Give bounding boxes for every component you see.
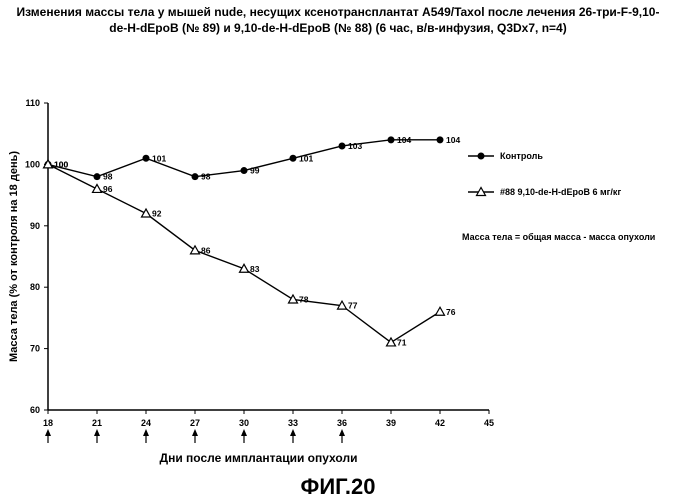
x-tick-label: 21 [92,418,102,428]
data-label: 101 [152,153,166,163]
x-tick-label: 39 [386,418,396,428]
x-tick-label: 36 [337,418,347,428]
series-1-point [436,136,444,144]
series-2-point [42,158,54,169]
y-tick-label: 70 [30,344,40,354]
data-label: 77 [348,301,358,311]
dosing-arrow-head [241,429,247,436]
data-label: 92 [152,209,162,219]
x-tick-label: 45 [484,418,494,428]
series-2-point [287,293,299,304]
x-tick-label: 27 [190,418,200,428]
y-tick-label: 100 [25,159,40,169]
data-label: 103 [348,141,362,151]
legend-marker-treated [475,186,487,197]
y-tick-label: 90 [30,221,40,231]
data-label: 99 [250,166,260,176]
data-label: 96 [103,184,113,194]
x-tick-label: 33 [288,418,298,428]
series-1-point [93,173,101,181]
x-axis-title: Дни после имплантации опухоли [160,451,358,465]
data-label: 101 [299,153,313,163]
data-label: 98 [201,172,211,182]
data-label: 104 [397,135,411,145]
chart-title: Изменения массы тела у мышей nude, несущ… [10,4,666,36]
series-1-point [289,154,297,162]
x-tick-label: 30 [239,418,249,428]
x-tick-label: 18 [43,418,53,428]
series-2-point [91,183,103,194]
dosing-arrow-head [192,429,198,436]
dosing-arrow-head [45,429,51,436]
x-tick-label: 24 [141,418,151,428]
dosing-arrow-head [143,429,149,436]
data-label: 86 [201,245,211,255]
data-label: 98 [103,172,113,182]
x-tick-label: 42 [435,418,445,428]
series-1-point [240,167,248,175]
data-label: 100 [54,159,68,169]
chart-title-line-1: Изменения массы тела у мышей nude, несущ… [16,5,660,19]
y-tick-label: 60 [30,405,40,415]
series-1-point [191,173,199,181]
series-1-point [338,142,346,150]
legend-marker-control [477,152,485,160]
data-label: 71 [397,337,407,347]
chart-title-line-2: de-H-dEpoB (№ 89) и 9,10-de-H-dEpoB (№ 8… [109,21,567,35]
legend-label-treated: #88 9,10-de-H-dEpoB 6 мг/кг [500,187,621,197]
figure-label: ФИГ.20 [300,474,376,499]
series-2-point [140,207,152,218]
chart-annotation: Масса тела = общая масса - масса опухоли [462,232,655,242]
series-1-point [142,154,150,162]
series-2-point [238,263,250,273]
series-2-point [336,299,348,310]
dosing-arrow-head [339,429,345,436]
series-2-point [385,336,397,347]
data-label: 83 [250,264,260,274]
dosing-arrow-head [290,429,296,436]
legend-label-control: Контроль [500,151,543,161]
series-2-point [189,244,201,255]
data-label: 78 [299,294,309,304]
data-label: 76 [446,307,456,317]
series-1-point [387,136,395,144]
data-label: 100 [54,159,68,169]
data-label: 104 [446,135,460,145]
dosing-arrow-head [94,429,100,436]
series-2-point [434,306,446,316]
y-axis-title: Масса тела (% от контроля на 18 день) [8,151,20,362]
y-tick-label: 110 [25,98,40,108]
y-tick-label: 80 [30,282,40,292]
